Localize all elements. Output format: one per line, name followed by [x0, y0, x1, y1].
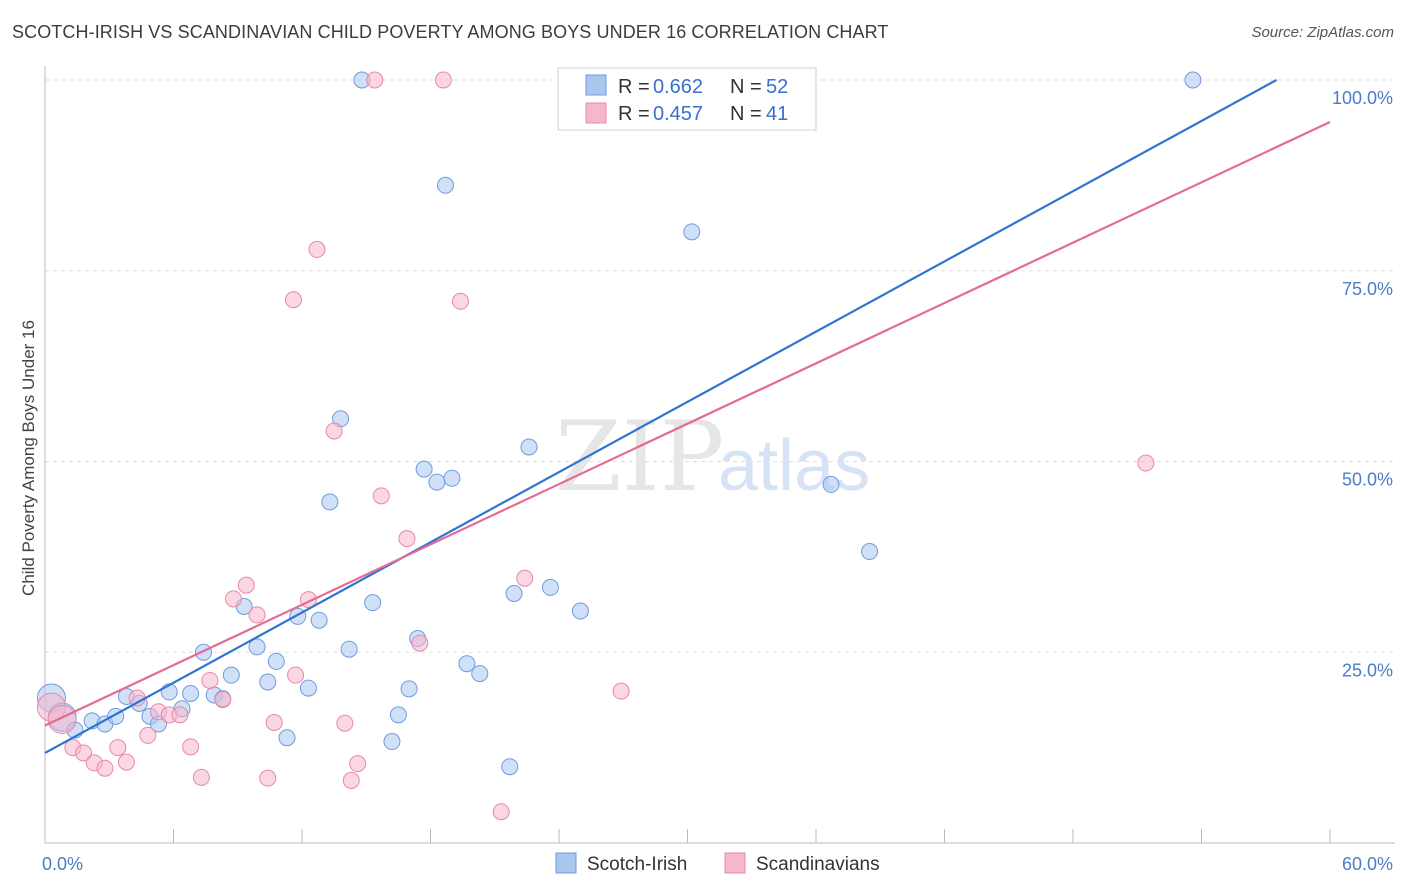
scotch-irish-point — [321, 493, 339, 511]
scotch-irish-point — [520, 438, 538, 456]
scotch-irish-point — [259, 673, 277, 691]
scandinavians-point — [171, 706, 189, 724]
scotch-irish-point — [471, 665, 489, 683]
scandinavians-point — [192, 768, 210, 786]
legend-r-label-1: R = — [618, 76, 650, 98]
scotch-irish-point — [541, 578, 559, 596]
scandinavians-point — [398, 530, 416, 548]
y-tick-label: 50.0% — [1342, 470, 1393, 490]
series-scandinavians-points — [36, 71, 1155, 821]
series-legend-scotch-irish: Scotch-Irish — [587, 854, 687, 875]
scotch-irish-point — [222, 666, 240, 684]
scotch-irish-point — [340, 640, 358, 658]
legend-r-value-2: 0.457 — [653, 103, 703, 125]
scandinavians-point — [1137, 454, 1155, 472]
scandinavians-point — [411, 634, 429, 652]
scandinavians-point — [492, 803, 510, 821]
correlation-legend: R = 0.662 N = 52 R = 0.457 N = 41 — [557, 67, 817, 131]
scandinavians-point — [516, 569, 534, 587]
scotch-irish-point — [458, 655, 476, 673]
scotch-irish-point — [861, 543, 879, 561]
grid-lines — [45, 79, 1395, 653]
scandinavians-point — [366, 71, 384, 89]
scotch-irish-point — [501, 758, 519, 776]
scotch-irish-point — [1184, 71, 1202, 89]
legend-n-value-1: 52 — [766, 76, 788, 98]
y-tick-label: 25.0% — [1342, 660, 1393, 680]
scandinavians-point — [308, 240, 326, 258]
scotch-irish-point — [436, 176, 454, 194]
scandinavians-point — [109, 739, 127, 757]
legend-n-label-2: N = — [730, 103, 762, 125]
scotch-irish-point — [683, 223, 701, 241]
scandinavians-point — [284, 291, 302, 309]
scandinavians-point — [287, 666, 305, 684]
trend-line-scandinavians — [44, 120, 1331, 727]
scandinavians-point — [336, 714, 354, 732]
scandinavians-point — [325, 422, 343, 440]
series-legend: Scotch-Irish Scandinavians — [555, 852, 880, 875]
scotch-irish-point — [428, 473, 446, 491]
scandinavians-point — [265, 713, 283, 731]
chart-title: SCOTCH-IRISH VS SCANDINAVIAN CHILD POVER… — [12, 22, 889, 42]
y-axis-label: Child Poverty Among Boys Under 16 — [19, 320, 38, 596]
scotch-irish-point — [182, 684, 200, 702]
scotch-irish-point — [364, 594, 382, 612]
legend-n-value-2: 41 — [766, 103, 788, 125]
series-legend-scandinavians: Scandinavians — [756, 854, 880, 875]
y-tick-labels: 25.0% 50.0% 75.0% 100.0% — [1332, 88, 1393, 680]
scotch-irish-point — [400, 680, 418, 698]
x-tick-label: 0.0% — [42, 854, 83, 874]
scandinavians-point — [372, 487, 390, 505]
scandinavians-point — [224, 590, 242, 608]
scotch-irish-point — [415, 460, 433, 478]
scandinavians-point — [451, 292, 469, 310]
source-note: Source: ZipAtlas.com — [1251, 24, 1394, 41]
scandinavians-point — [117, 753, 135, 771]
watermark-atlas: atlas — [718, 426, 870, 506]
series-legend-swatch-scandinavians — [724, 852, 746, 874]
legend-r-label-2: R = — [618, 103, 650, 125]
trend-lines — [44, 79, 1331, 754]
series-scotch-irish-points — [36, 71, 1202, 776]
series-legend-swatch-scotch-irish — [555, 852, 577, 874]
scandinavians-point — [139, 726, 157, 744]
x-tick-label: 60.0% — [1342, 854, 1393, 874]
scotch-irish-point — [505, 584, 523, 602]
scandinavians-point — [612, 682, 630, 700]
scandinavians-point — [96, 759, 114, 777]
scandinavians-point — [434, 71, 452, 89]
scandinavians-point — [201, 671, 219, 689]
y-tick-label: 75.0% — [1342, 279, 1393, 299]
scandinavians-point — [75, 744, 93, 762]
legend-swatch-scandinavians — [585, 102, 607, 124]
scandinavians-point — [259, 769, 277, 787]
scotch-irish-point — [822, 475, 840, 493]
scotch-irish-point — [443, 469, 461, 487]
scotch-irish-point — [299, 679, 317, 697]
scotch-irish-point — [310, 611, 328, 629]
legend-swatch-scotch-irish — [585, 74, 607, 96]
watermark: ZIP atlas — [555, 401, 870, 513]
legend-n-label-1: N = — [730, 76, 762, 98]
scotch-irish-point — [267, 652, 285, 670]
x-tick-labels: 0.0% 60.0% — [42, 854, 1393, 874]
scandinavians-point — [214, 691, 232, 709]
scandinavians-point — [47, 704, 77, 734]
scandinavians-point — [237, 576, 255, 594]
legend-r-value-1: 0.662 — [653, 76, 703, 98]
scotch-irish-point — [389, 706, 407, 724]
scotch-irish-point — [571, 602, 589, 620]
y-tick-label: 100.0% — [1332, 88, 1393, 108]
trend-line-scotch-irish — [44, 79, 1277, 754]
scotch-irish-point — [248, 638, 266, 656]
scandinavians-point — [342, 771, 360, 789]
scandinavians-point — [248, 606, 266, 624]
scotch-irish-point — [383, 733, 401, 751]
scandinavians-point — [349, 755, 367, 773]
scotch-irish-point — [278, 729, 296, 747]
scandinavians-point — [182, 738, 200, 756]
